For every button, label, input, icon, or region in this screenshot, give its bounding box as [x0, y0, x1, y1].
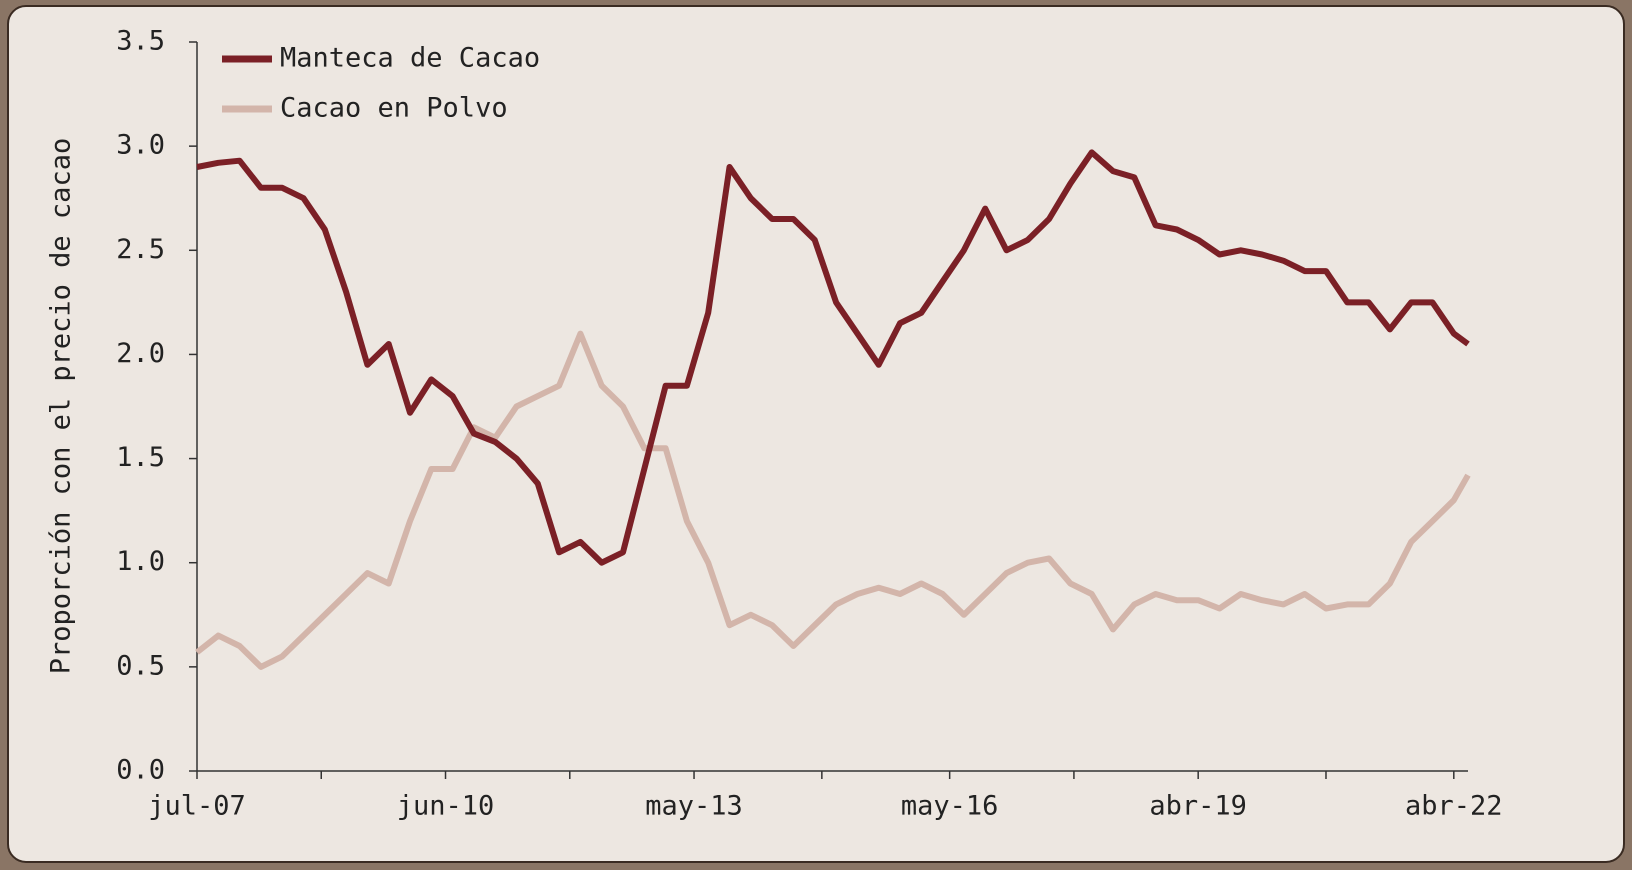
chart: Proporción con el precio de cacao 0.0 0.5…: [0, 0, 1632, 870]
y-tick-label: 0.5: [116, 650, 165, 681]
x-tick-label: may-13: [645, 791, 743, 822]
legend-label: Cacao en Polvo: [280, 93, 508, 124]
y-tick-label: 1.0: [116, 546, 165, 577]
x-tick-label: abr-22: [1405, 791, 1503, 822]
legend-label: Manteca de Cacao: [280, 43, 540, 74]
y-tick-label: 1.5: [116, 442, 165, 473]
x-tick-label: jul-07: [148, 791, 246, 822]
x-tick-label: jun-10: [397, 791, 495, 822]
y-tick-label: 3.0: [116, 130, 165, 161]
y-axis-label: Proporción con el precio de cacao: [46, 138, 77, 674]
panel: [8, 6, 1624, 862]
x-tick-label: abr-19: [1149, 791, 1247, 822]
y-tick-label: 2.5: [116, 234, 165, 265]
x-tick-label: may-16: [901, 791, 999, 822]
y-tick-label: 0.0: [116, 755, 165, 786]
y-tick-label: 2.0: [116, 338, 165, 369]
y-tick-label: 3.5: [116, 26, 165, 57]
